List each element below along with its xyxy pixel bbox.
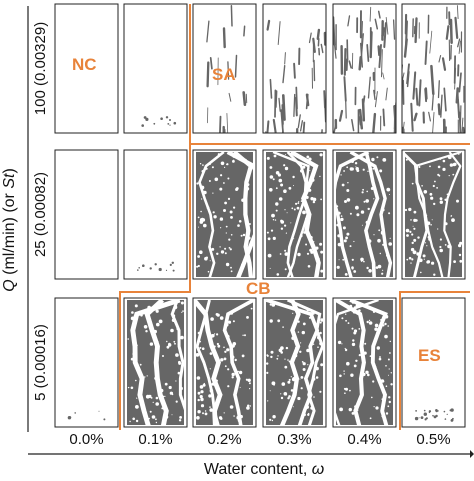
row-labels: 100 (0.00329) 25 (0.00082) 5 (0.00016) xyxy=(32,22,49,401)
panel-r1-c5 xyxy=(401,149,466,280)
panel-r2-c3 xyxy=(262,297,327,428)
panel-r1-c3 xyxy=(262,149,327,280)
y-axis-label: Q (ml/min) (or St) xyxy=(1,168,18,292)
panel-r1-c4 xyxy=(332,149,397,280)
regime-label-es: ES xyxy=(418,346,441,365)
x-axis-label: Water content, ω xyxy=(204,461,324,478)
panel-r2-c2 xyxy=(192,297,257,428)
panel-r2-c5 xyxy=(401,297,466,428)
row-label: 5 (0.00016) xyxy=(32,324,49,401)
boundary-es xyxy=(399,291,470,430)
regime-label-nc: NC xyxy=(72,55,97,74)
panel-r0-c3 xyxy=(262,3,327,134)
regime-label-cb: CB xyxy=(246,279,271,298)
column-label: 0.4% xyxy=(347,431,381,448)
panel-r0-c0 xyxy=(54,3,119,134)
panel-r1-c1 xyxy=(123,149,188,280)
panel-r0-c2 xyxy=(192,3,257,134)
panel-r0-c5 xyxy=(401,3,466,134)
regime-boundaries xyxy=(119,4,470,430)
panel-r2-c0 xyxy=(54,297,119,428)
column-label: 0.5% xyxy=(416,431,450,448)
boundary-cb-top xyxy=(119,144,191,430)
row-label: 100 (0.00329) xyxy=(32,22,49,115)
panel-r1-c0 xyxy=(54,149,119,280)
panel-r0-c4 xyxy=(332,3,397,134)
column-label: 0.1% xyxy=(138,431,172,448)
x-axis-arrowhead xyxy=(470,450,474,458)
column-label: 0.2% xyxy=(207,431,241,448)
panel-r0-c1 xyxy=(123,3,188,134)
row-label: 25 (0.00082) xyxy=(32,172,49,257)
column-labels: 0.0% 0.1% 0.2% 0.3% 0.4% 0.5% xyxy=(69,431,450,448)
panel-r2-c1 xyxy=(123,297,188,428)
regime-label-sa: SA xyxy=(212,65,236,84)
column-label: 0.0% xyxy=(69,431,103,448)
panel-r2-c4 xyxy=(332,297,397,428)
panel-grid xyxy=(54,3,466,428)
column-label: 0.3% xyxy=(277,431,311,448)
panel-r1-c2 xyxy=(192,149,257,280)
